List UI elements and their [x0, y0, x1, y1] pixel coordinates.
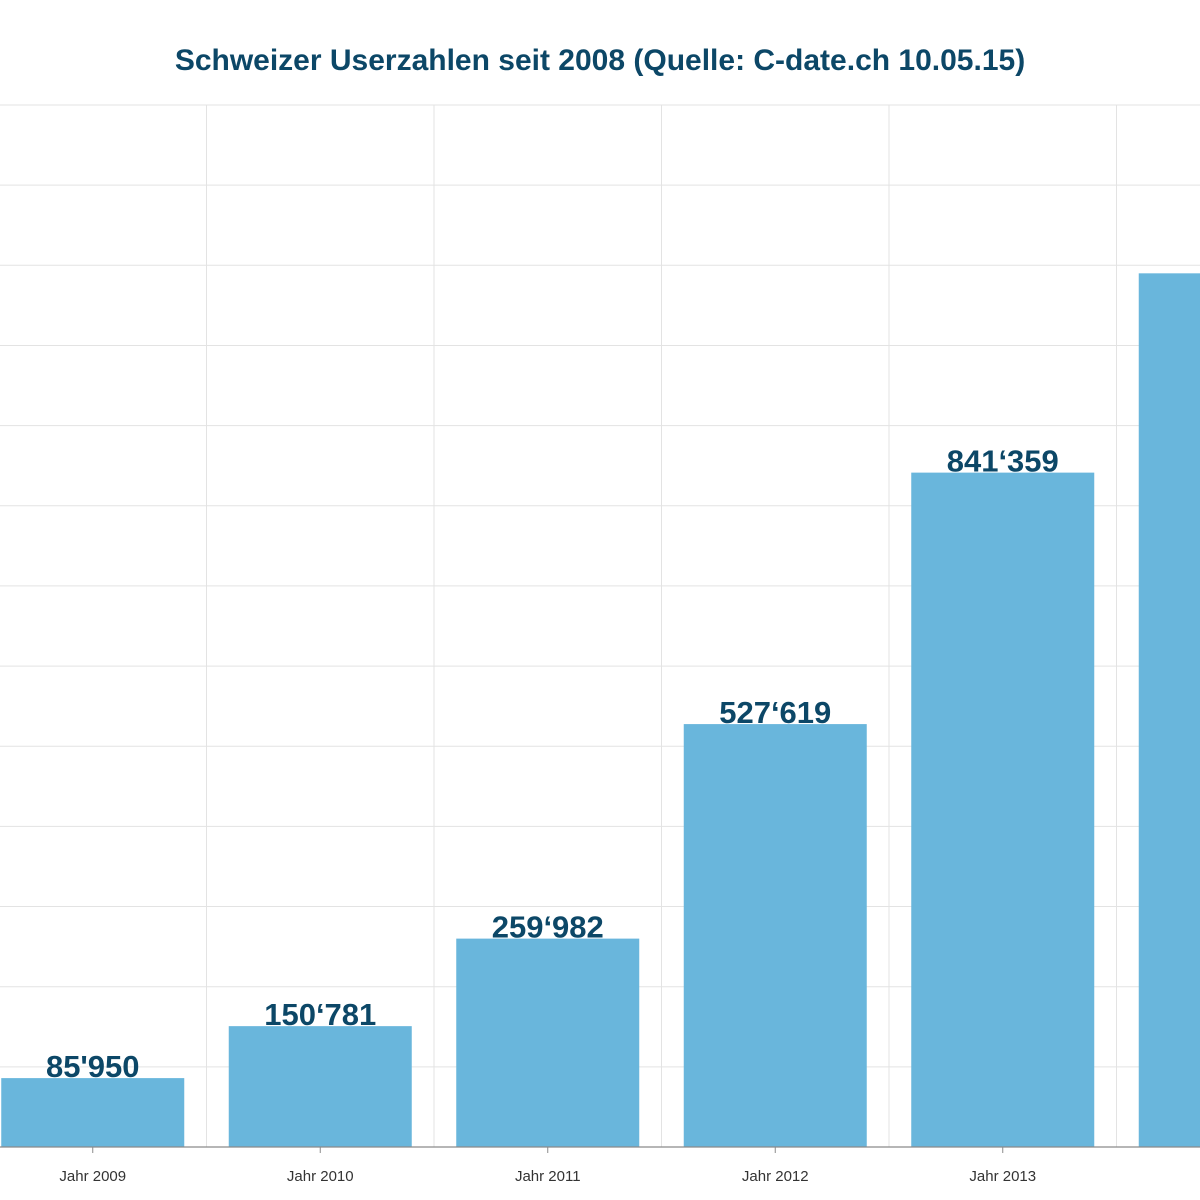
bar-layer [1, 273, 1200, 1147]
x-tick-label-4: Jahr 2012 [742, 1168, 809, 1185]
data-label-4: 527‘619 [719, 695, 831, 730]
bar-5 [911, 472, 1095, 1147]
bar-1 [1, 1078, 185, 1147]
data-label-2: 150‘781 [264, 997, 376, 1032]
bar-3 [456, 938, 640, 1147]
x-tick-label-3: Jahr 2011 [515, 1168, 581, 1185]
chart-title: Schweizer Userzahlen seit 2008 (Quelle: … [174, 44, 1026, 77]
bar-6 [1138, 273, 1200, 1147]
axis-layer [0, 1146, 1200, 1153]
bar-2 [228, 1026, 412, 1147]
x-tick-label-2: Jahr 2010 [287, 1168, 354, 1185]
x-tick-label-5: Jahr 2013 [969, 1168, 1036, 1185]
grid-layer [0, 104, 1200, 1147]
data-label-1: 85'950 [46, 1049, 140, 1084]
data-label-5: 841‘359 [947, 444, 1059, 479]
data-label-3: 259‘982 [492, 910, 604, 945]
bar-4 [683, 724, 867, 1147]
x-tick-label-1: Jahr 2009 [59, 1168, 126, 1185]
label-layer: 85'950 Jahr 2009 150‘781 Jahr 2010 259‘982 Ja… [46, 444, 1059, 1185]
